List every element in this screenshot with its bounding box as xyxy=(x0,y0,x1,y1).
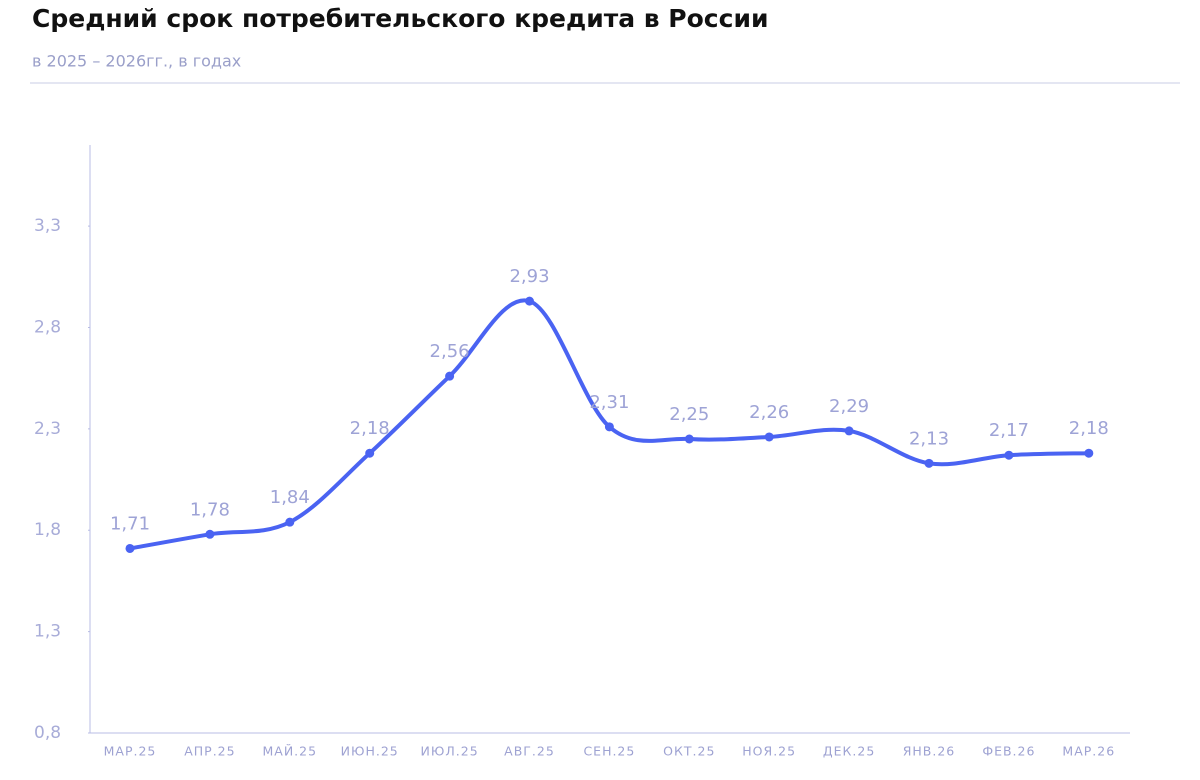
x-tick-label: МАР.26 xyxy=(1062,744,1115,759)
chart-subtitle: в 2025 – 2026гг., в годах xyxy=(32,52,241,71)
x-tick-label: ИЮН.25 xyxy=(341,744,399,759)
value-label: 2,26 xyxy=(749,402,789,423)
x-tick-label: ДЕК.25 xyxy=(823,744,875,759)
y-tick-label: 2,8 xyxy=(34,317,61,337)
data-point xyxy=(1084,448,1094,458)
y-tick-label: 2,3 xyxy=(34,419,61,439)
x-tick-label: АВГ.25 xyxy=(504,744,555,759)
value-label: 1,78 xyxy=(190,499,230,520)
data-point xyxy=(684,434,694,444)
data-point xyxy=(525,296,534,306)
y-tick-label: 0,8 xyxy=(34,723,61,743)
y-tick-label: 1,8 xyxy=(34,520,61,540)
x-tick-label: ЯНВ.26 xyxy=(903,744,956,759)
data-point xyxy=(125,543,135,553)
value-label: 2,29 xyxy=(829,396,869,417)
y-tick-label: 3,3 xyxy=(34,216,61,236)
value-label: 1,84 xyxy=(270,487,310,508)
value-label: 2,18 xyxy=(350,418,390,439)
data-point xyxy=(365,448,375,458)
data-point xyxy=(844,426,854,436)
x-tick-label: СЕН.25 xyxy=(583,744,635,759)
value-label: 2,31 xyxy=(589,392,629,413)
y-tick-label: 1,3 xyxy=(34,622,61,642)
value-label: 2,18 xyxy=(1069,418,1109,439)
data-point xyxy=(445,371,455,381)
x-tick-label: НОЯ.25 xyxy=(742,744,796,759)
data-point xyxy=(924,458,934,468)
value-label: 2,17 xyxy=(989,420,1029,441)
x-tick-label: МАР.25 xyxy=(104,744,157,759)
x-tick-label: МАЙ.25 xyxy=(263,744,318,759)
data-point xyxy=(285,517,295,527)
value-label: 2,13 xyxy=(909,428,949,449)
value-label: 2,93 xyxy=(509,266,549,287)
x-tick-label: АПР.25 xyxy=(184,744,235,759)
value-label: 1,71 xyxy=(110,513,150,534)
chart-title: Средний срок потребительского кредита в … xyxy=(32,4,768,33)
x-tick-label: ОКТ.25 xyxy=(663,744,715,759)
data-point xyxy=(764,432,774,442)
value-label: 2,25 xyxy=(669,404,709,425)
x-tick-label: ИЮЛ.25 xyxy=(421,744,479,759)
data-point xyxy=(604,422,614,432)
x-tick-label: ФЕВ.26 xyxy=(982,744,1035,759)
data-point xyxy=(205,529,215,539)
value-label: 2,56 xyxy=(430,341,470,362)
data-point xyxy=(1004,450,1014,460)
